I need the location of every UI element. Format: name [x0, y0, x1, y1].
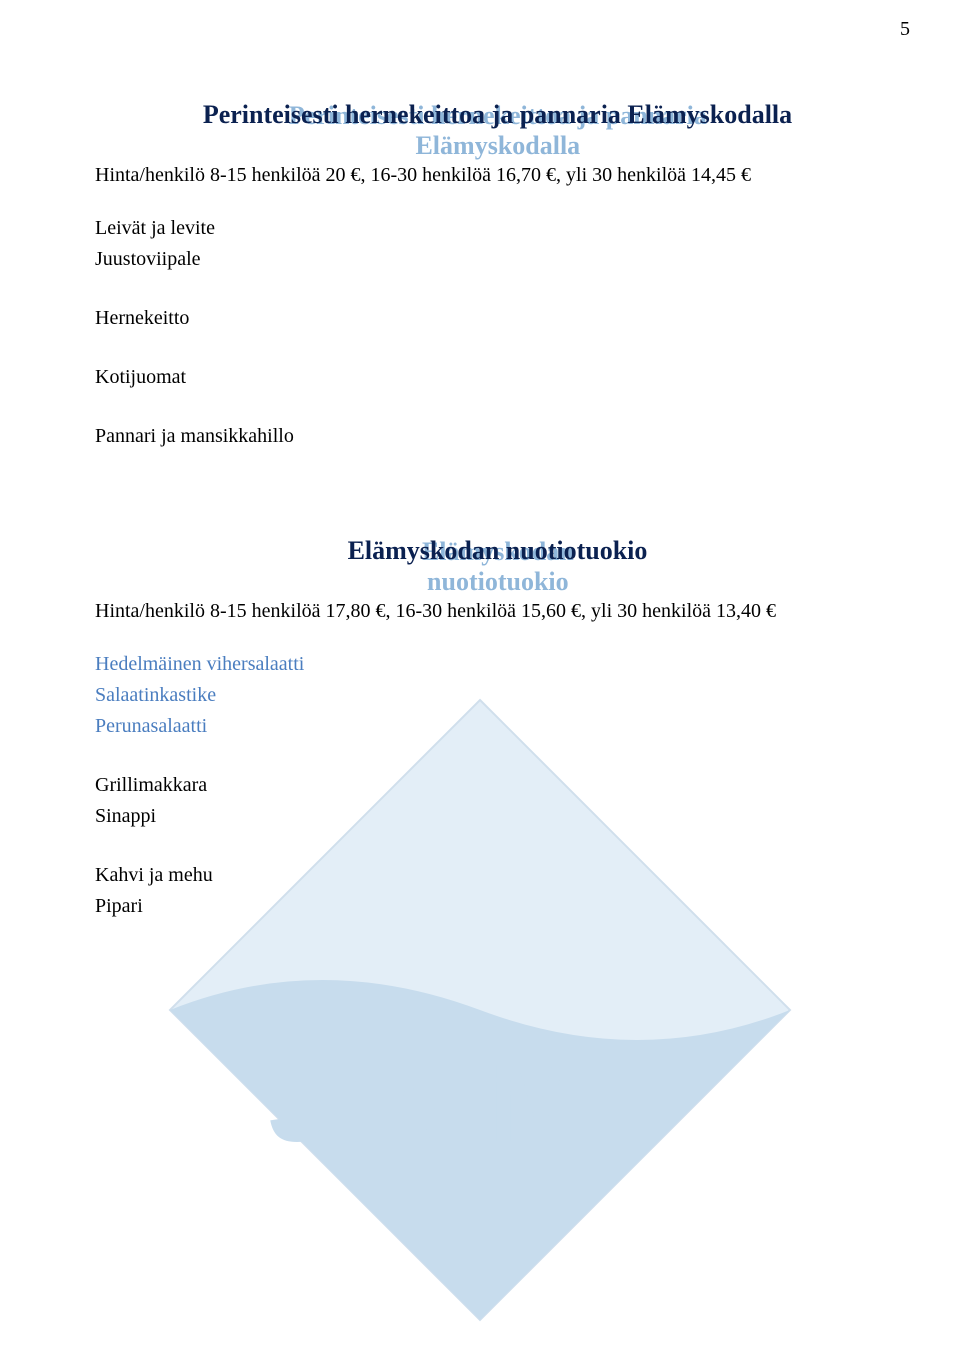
menu-item: Salaatinkastike: [95, 684, 900, 707]
page-number: 5: [900, 18, 910, 41]
menu-item: Kahvi ja mehu: [95, 864, 900, 887]
menu-item: Hernekeitto: [95, 307, 900, 330]
logo-umlaut-dots: [395, 1015, 453, 1035]
logo-text: JÄMI: [269, 1040, 692, 1167]
menu-item: Pannari ja mansikkahillo: [95, 425, 900, 448]
menu-item: Sinappi: [95, 805, 900, 828]
menu-item: Leivät ja levite: [95, 217, 900, 240]
page-content: Perinteisesti hernekeittoa ja pannaria E…: [95, 100, 900, 926]
menu-item: Kotijuomat: [95, 366, 900, 389]
section2-title: Elämyskodan nuotiotuokio: [95, 536, 900, 566]
section1-price: Hinta/henkilö 8-15 henkilöä 20 €, 16-30 …: [95, 164, 900, 187]
section2-price: Hinta/henkilö 8-15 henkilöä 17,80 €, 16-…: [95, 600, 900, 623]
menu-item: Hedelmäinen vihersalaatti: [95, 653, 900, 676]
menu-item: Juustoviipale: [95, 248, 900, 271]
menu-item: Pipari: [95, 895, 900, 918]
section1-title: Perinteisesti hernekeittoa ja pannaria E…: [95, 100, 900, 130]
menu-item: Perunasalaatti: [95, 715, 900, 738]
menu-item: Grillimakkara: [95, 774, 900, 797]
